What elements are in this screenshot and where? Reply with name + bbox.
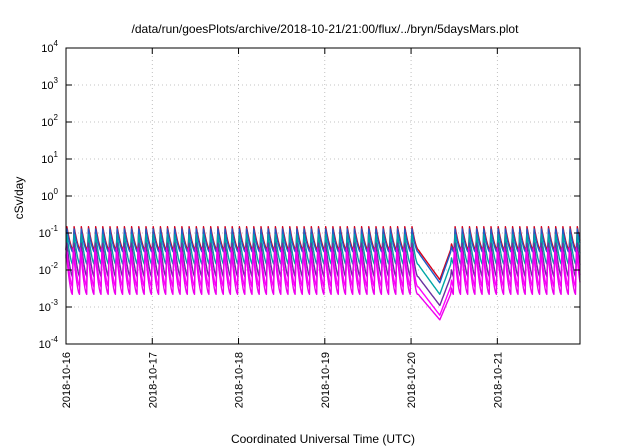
y-tick-base: 10 (41, 80, 53, 92)
y-tick-base: 10 (39, 265, 51, 277)
y-tick-base: 10 (39, 228, 51, 240)
y-tick-exponent: -2 (51, 261, 59, 270)
y-tick-label: 101 (41, 150, 58, 166)
y-tick-exponent: -1 (51, 224, 59, 233)
y-tick-label: 10-2 (39, 261, 59, 277)
x-tick-label: 2018-10-18 (234, 352, 246, 408)
y-tick-exponent: 2 (54, 113, 59, 122)
y-tick-exponent: -3 (51, 298, 59, 307)
y-tick-label: 103 (41, 76, 58, 92)
y-tick-exponent: -4 (51, 335, 59, 344)
y-tick-base: 10 (41, 191, 53, 203)
y-tick-base: 10 (39, 339, 51, 351)
y-tick-exponent: 3 (54, 76, 59, 85)
x-tick-label: 2018-10-21 (492, 352, 504, 408)
y-tick-base: 10 (41, 117, 53, 129)
y-tick-label: 100 (41, 187, 58, 203)
series-line (65, 242, 581, 307)
x-tick-label: 2018-10-17 (147, 352, 159, 408)
y-tick-label: 102 (41, 113, 58, 129)
y-axis-label: cSv/day (12, 177, 26, 220)
y-tick-label: 10-3 (39, 298, 59, 314)
x-tick-label: 2018-10-20 (406, 352, 418, 408)
y-tick-exponent: 0 (54, 187, 59, 196)
series-group (65, 225, 581, 321)
x-tick-label: 2018-10-19 (320, 352, 332, 408)
y-tick-label: 104 (41, 39, 58, 55)
chart-title: /data/run/goesPlots/archive/2018-10-21/2… (132, 22, 520, 36)
series-line (65, 247, 581, 321)
y-tick-exponent: 4 (54, 39, 59, 48)
y-tick-base: 10 (39, 302, 51, 314)
y-tick-label: 10-4 (39, 335, 59, 351)
x-axis-label: Coordinated Universal Time (UTC) (231, 432, 415, 446)
y-tick-label: 10-1 (39, 224, 59, 240)
y-tick-exponent: 1 (54, 150, 59, 159)
y-tick-base: 10 (41, 43, 53, 55)
y-tick-base: 10 (41, 154, 53, 166)
x-tick-label: 2018-10-16 (61, 352, 73, 408)
grid (66, 48, 580, 344)
x-axis-ticks: 2018-10-16 2018-10-17 2018-10-18 2018-10-19… (61, 48, 504, 408)
